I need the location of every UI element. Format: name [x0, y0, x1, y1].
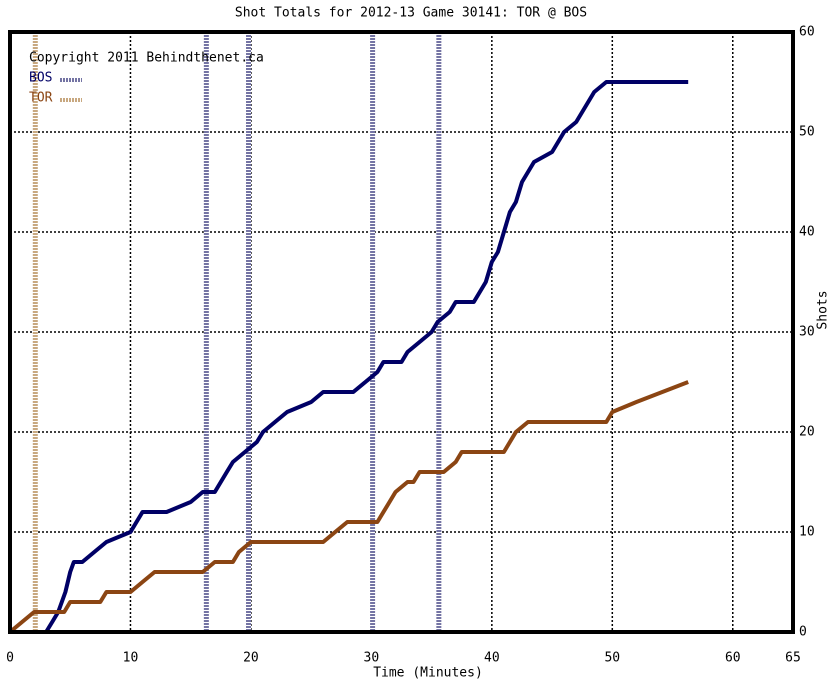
y-tick-label: 60 [799, 25, 815, 40]
x-tick-label: 60 [725, 651, 741, 666]
x-tick-label: 65 [785, 651, 801, 666]
x-tick-label: 20 [243, 651, 259, 666]
series-line [8, 380, 689, 634]
x-tick-label: 40 [484, 651, 500, 666]
plot-frame [8, 30, 795, 634]
x-tick-label: 50 [604, 651, 620, 666]
y-tick-label: 10 [799, 525, 815, 540]
y-tick-label: 20 [799, 425, 815, 440]
x-tick-label: 0 [6, 651, 14, 666]
y-tick-label: 30 [799, 325, 815, 340]
series-line [10, 80, 689, 634]
y-tick-label: 50 [799, 125, 815, 140]
legend-label: BOS [29, 71, 52, 86]
chart-title: Shot Totals for 2012-13 Game 30141: TOR … [235, 6, 587, 21]
x-tick-label: 30 [364, 651, 380, 666]
y-tick-label: 0 [799, 625, 807, 640]
y-tick-label: 40 [799, 225, 815, 240]
y-axis-label: Shots [816, 290, 830, 329]
x-tick-label: 10 [123, 651, 139, 666]
annotation: Copyright 2011 Behindthenet.ca [29, 51, 264, 66]
x-axis-label: Time (Minutes) [373, 666, 483, 680]
legend-label: TOR [29, 91, 53, 106]
